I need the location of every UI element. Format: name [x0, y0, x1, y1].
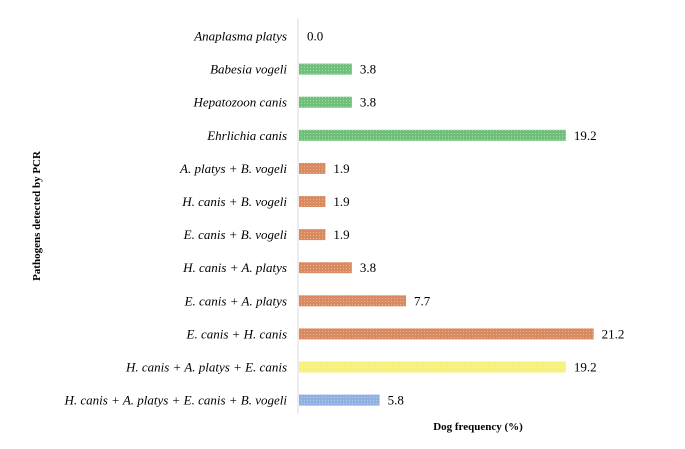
category-label: Ehrlichia canis: [206, 128, 287, 143]
value-label: 21.2: [602, 326, 625, 341]
bar-2-texture: [299, 63, 352, 75]
category-label: H. canis + A. platys: [182, 260, 287, 275]
bar-12-texture: [299, 394, 380, 406]
category-label: H. canis + A. platys + E. canis: [125, 360, 287, 375]
bar-4-texture: [299, 129, 566, 141]
bar-9-texture: [299, 295, 407, 307]
value-label: 19.2: [574, 128, 597, 143]
category-labels: Anaplasma platys Babesia vogeli Hepatozoon…: [64, 29, 288, 408]
bar-10-texture: [299, 328, 594, 340]
value-label: 0.0: [307, 29, 323, 44]
bar-3-texture: [299, 96, 352, 108]
category-label: H. canis + B. vogeli: [181, 194, 287, 209]
x-axis-title: Dog frequency (%): [433, 421, 523, 433]
bar-8-texture: [299, 262, 352, 274]
category-label: Anaplasma platys: [193, 29, 287, 44]
y-axis-title: Pathogens detected by PCR: [31, 150, 43, 281]
value-label: 1.9: [333, 227, 349, 242]
category-label: Babesia vogeli: [210, 62, 287, 77]
category-label: E. canis + B. vogeli: [183, 227, 288, 242]
category-label: A. platys + B. vogeli: [179, 161, 287, 176]
bar-11-texture: [299, 361, 566, 373]
value-label: 19.2: [574, 360, 597, 375]
value-label: 1.9: [333, 161, 349, 176]
value-labels: 0.0 3.8 3.8 19.2 1.9 1.9 1.9 3.8 7.7 21.2 19.2 5.8: [307, 29, 624, 408]
value-label: 3.8: [360, 62, 376, 77]
category-label: E. canis + H. canis: [186, 326, 287, 341]
category-label: E. canis + A. platys: [184, 293, 287, 308]
value-label: 3.8: [360, 95, 376, 110]
value-label: 1.9: [333, 194, 349, 209]
bar-5-texture: [299, 162, 326, 174]
category-label: Hepatozoon canis: [192, 95, 287, 110]
value-label: 5.8: [388, 393, 404, 408]
bar-7-texture: [299, 229, 326, 241]
bar-6-texture: [299, 196, 326, 207]
bars-group: [299, 63, 594, 406]
category-label: H. canis + A. platys + E. canis + B. vog…: [64, 393, 288, 408]
value-label: 7.7: [414, 293, 431, 308]
value-label: 3.8: [360, 260, 376, 275]
